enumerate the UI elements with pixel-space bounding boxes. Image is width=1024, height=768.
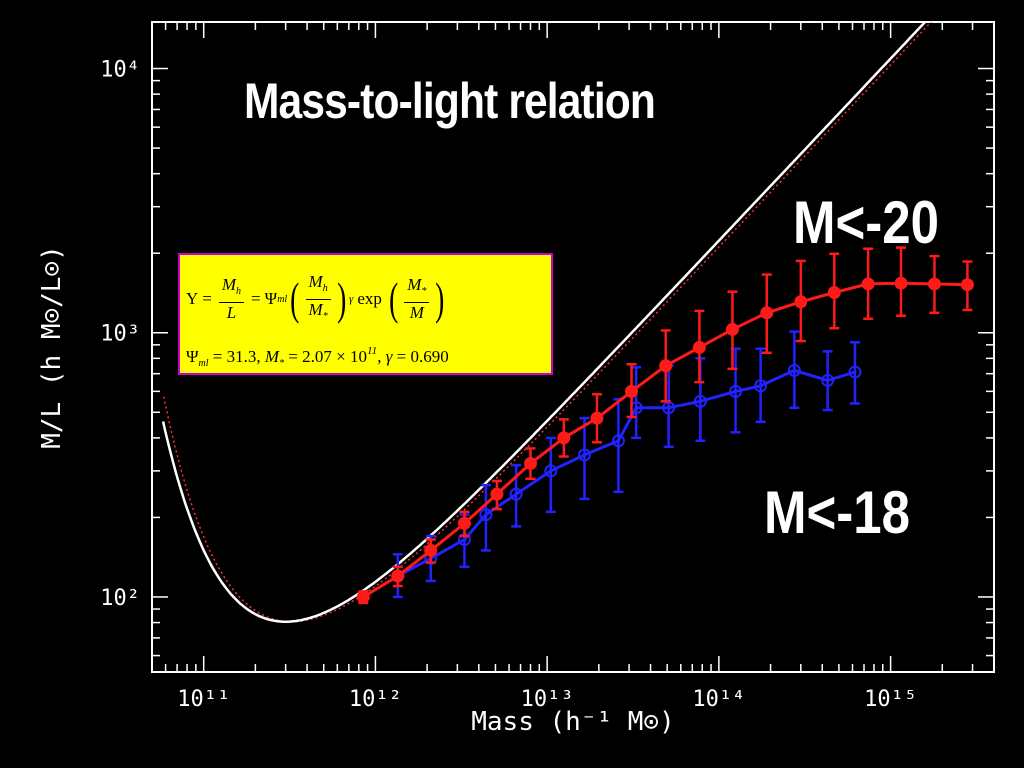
x-tick-label: 10¹³ <box>521 687 574 712</box>
x-tick-label: 10¹⁵ <box>864 687 917 712</box>
exp-function: exp <box>357 289 382 308</box>
data-point <box>848 365 862 379</box>
data-point <box>578 448 592 462</box>
data-point <box>479 508 493 522</box>
data-point <box>625 384 639 398</box>
data-point <box>391 569 405 583</box>
series-line <box>397 368 856 578</box>
data-point <box>729 384 743 398</box>
series-label-faint: M<-18 <box>764 479 910 546</box>
y-tick-label: 10² <box>100 586 140 611</box>
data-point <box>544 464 558 478</box>
x-tick-label: 10¹² <box>349 687 402 712</box>
y-axis-label: M/L (h M⊙/L⊙) <box>37 245 67 449</box>
data-point <box>659 359 673 373</box>
psi-symbol: Ψ <box>264 289 278 308</box>
data-point <box>490 487 504 501</box>
series-bright <box>356 246 974 605</box>
data-point <box>794 295 808 309</box>
y-tick-label: 10³ <box>100 322 140 347</box>
data-point <box>590 411 604 425</box>
series-label-bright: M<-20 <box>793 189 939 256</box>
data-point <box>356 590 370 604</box>
data-point <box>557 431 571 445</box>
data-point <box>509 487 523 501</box>
data-point <box>821 373 835 387</box>
exp-fraction: M* M <box>404 275 430 323</box>
data-point <box>725 322 739 336</box>
x-tick-label: 10¹¹ <box>177 687 230 712</box>
data-point <box>827 286 841 300</box>
data-point <box>754 379 768 393</box>
x-axis-label: Mass (h⁻¹ M⊙) <box>471 707 675 737</box>
plot-frame <box>151 21 995 673</box>
data-point <box>693 394 707 408</box>
model-curve <box>161 22 927 623</box>
model-curves <box>161 22 933 623</box>
series-faint <box>391 330 862 599</box>
data-point <box>894 276 908 290</box>
y-tick-label: 10⁴ <box>100 58 140 83</box>
data-point <box>760 306 774 320</box>
upsilon-symbol: Υ <box>186 289 199 308</box>
x-tick-label: 10¹⁴ <box>692 687 745 712</box>
data-point <box>692 340 706 354</box>
formula-parameters: Ψml = 31.3, M* = 2.07 × 1011, γ = 0.690 <box>186 345 449 369</box>
data-point <box>861 277 875 291</box>
mass-ratio-fraction: Mh L <box>218 275 245 323</box>
halo-mass-fraction: Mh M* <box>305 272 331 327</box>
x-axis-ticks: 10¹¹ 10¹² 10¹³ 10¹⁴ 10¹⁵ <box>151 22 995 712</box>
y-axis-ticks: 10² 10³ 10⁴ <box>100 58 994 657</box>
data-point <box>424 543 438 557</box>
data-point <box>927 277 941 291</box>
slide-title: Mass-to-light relation <box>244 73 656 129</box>
data-point <box>611 434 625 448</box>
data-point <box>524 456 538 470</box>
data-point <box>960 278 974 292</box>
data-point <box>787 363 801 377</box>
data-point <box>457 516 471 530</box>
